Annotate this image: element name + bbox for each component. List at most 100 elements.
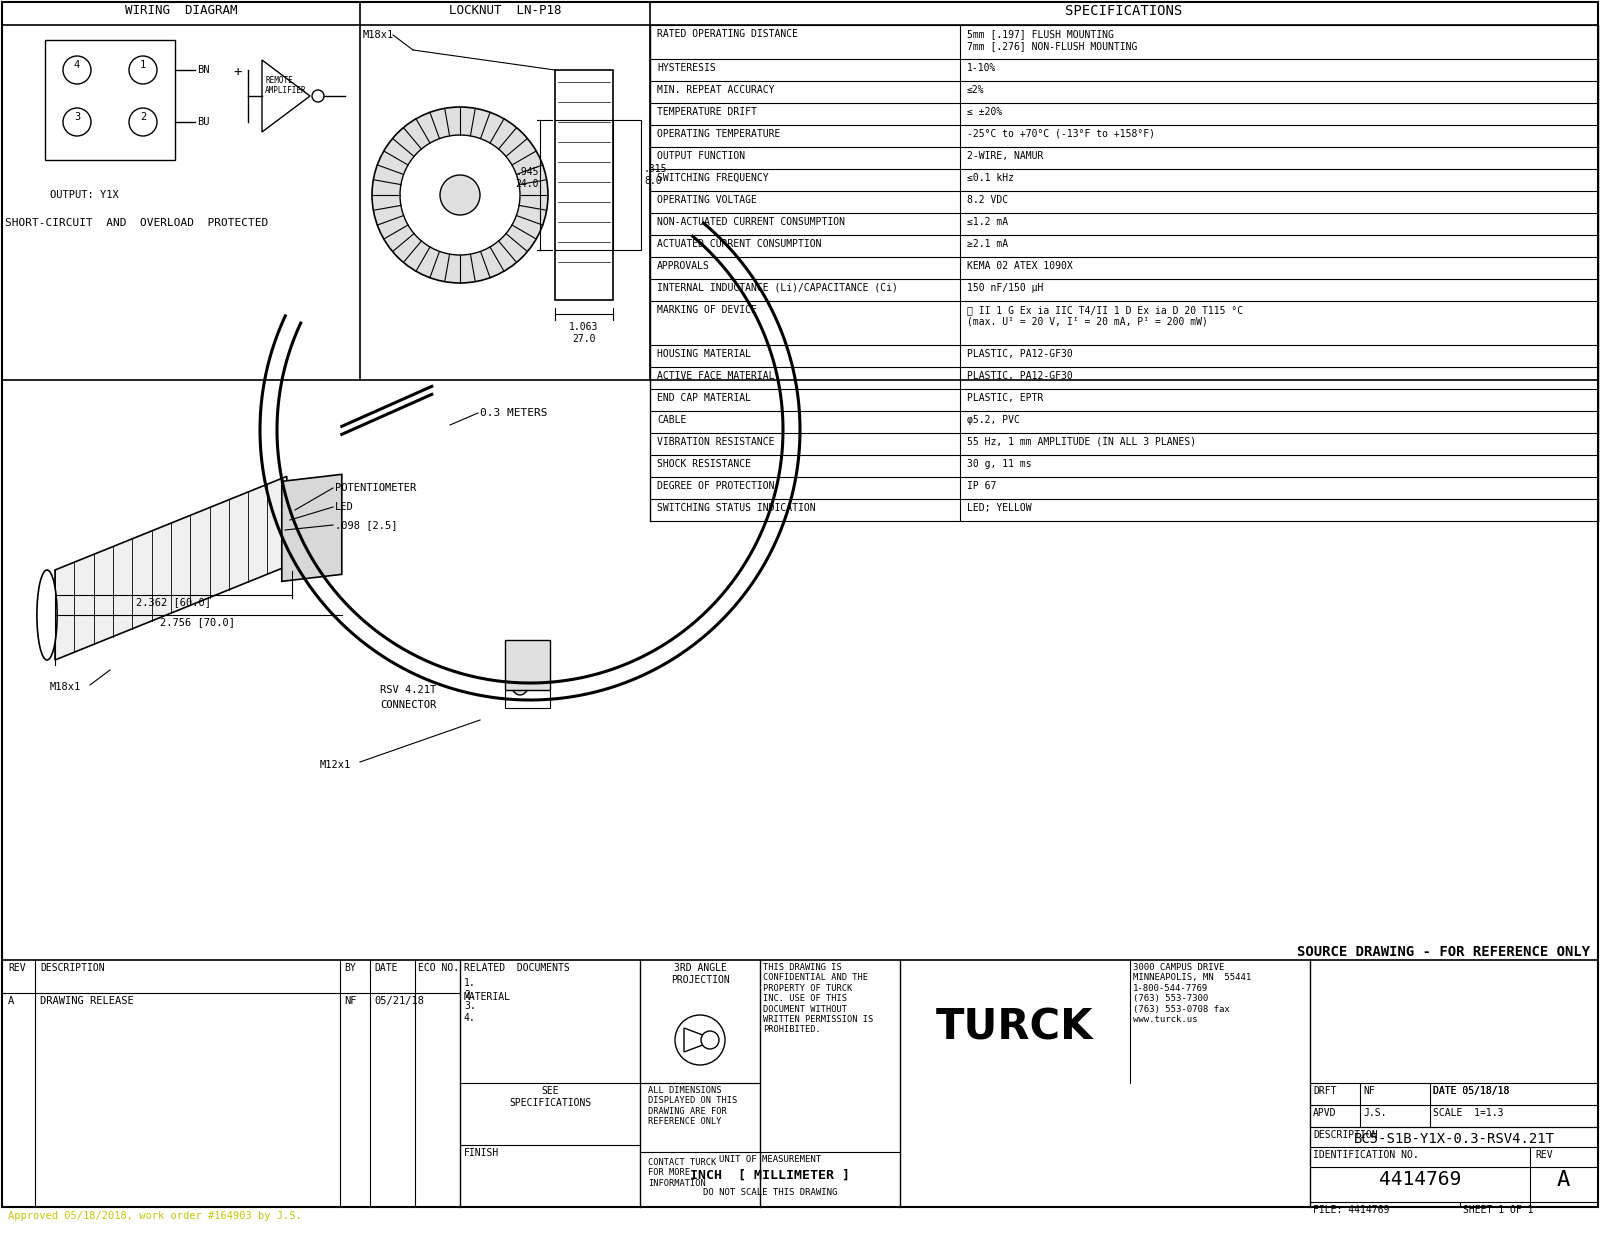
Text: DATE 05/18/18: DATE 05/18/18: [1434, 1086, 1509, 1096]
Text: SWITCHING STATUS INDICATION: SWITCHING STATUS INDICATION: [658, 503, 816, 513]
Text: POTENTIOMETER: POTENTIOMETER: [334, 482, 416, 494]
Text: OUTPUT FUNCTION: OUTPUT FUNCTION: [658, 151, 746, 161]
Text: 4414769: 4414769: [1379, 1170, 1461, 1189]
Text: ≤0.1 kHz: ≤0.1 kHz: [966, 173, 1014, 183]
Text: DESCRIPTION: DESCRIPTION: [40, 962, 104, 974]
Text: 1: 1: [139, 61, 146, 71]
Text: FILE: 4414769: FILE: 4414769: [1314, 1205, 1389, 1215]
Bar: [506, 640, 550, 690]
Text: DO NOT SCALE THIS DRAWING: DO NOT SCALE THIS DRAWING: [702, 1188, 837, 1197]
Text: 3: 3: [74, 113, 80, 122]
Text: RATED OPERATING DISTANCE: RATED OPERATING DISTANCE: [658, 28, 798, 40]
Text: CONNECTOR: CONNECTOR: [381, 700, 437, 710]
Text: VIBRATION RESISTANCE: VIBRATION RESISTANCE: [658, 437, 774, 447]
Text: A: A: [8, 996, 14, 1006]
Text: 1.063
27.0: 1.063 27.0: [570, 322, 598, 344]
Text: 55 Hz, 1 mm AMPLITUDE (IN ALL 3 PLANES): 55 Hz, 1 mm AMPLITUDE (IN ALL 3 PLANES): [966, 437, 1197, 447]
Text: .945
24.0: .945 24.0: [515, 167, 539, 189]
Text: 8.2 VDC: 8.2 VDC: [966, 195, 1008, 205]
Text: NF: NF: [1363, 1086, 1374, 1096]
Text: MIN. REPEAT ACCURACY: MIN. REPEAT ACCURACY: [658, 85, 774, 95]
Text: NF: NF: [344, 996, 357, 1006]
Text: DEGREE OF PROTECTION: DEGREE OF PROTECTION: [658, 481, 774, 491]
Text: DESCRIPTION: DESCRIPTION: [1314, 1131, 1378, 1141]
Text: SHOCK RESISTANCE: SHOCK RESISTANCE: [658, 459, 750, 469]
Ellipse shape: [507, 644, 533, 695]
Text: UNIT OF MEASUREMENT: UNIT OF MEASUREMENT: [718, 1155, 821, 1164]
Text: PLASTIC, PA12-GF30: PLASTIC, PA12-GF30: [966, 371, 1072, 381]
Text: Approved 05/18/2018, work order #164903 by J.S.: Approved 05/18/2018, work order #164903 …: [8, 1211, 302, 1221]
Text: SHORT-CIRCUIT  AND  OVERLOAD  PROTECTED: SHORT-CIRCUIT AND OVERLOAD PROTECTED: [5, 218, 269, 228]
Text: BU: BU: [197, 118, 210, 127]
Text: ALL DIMENSIONS
DISPLAYED ON THIS
DRAWING ARE FOR
REFERENCE ONLY: ALL DIMENSIONS DISPLAYED ON THIS DRAWING…: [648, 1086, 738, 1126]
Text: 2.756 [70.0]: 2.756 [70.0]: [160, 617, 235, 627]
Text: BY: BY: [344, 962, 355, 974]
Text: REV: REV: [1534, 1150, 1552, 1160]
Text: M18x1: M18x1: [363, 30, 394, 40]
Text: CONTACT TURCK
FOR MORE
INFORMATION: CONTACT TURCK FOR MORE INFORMATION: [648, 1158, 717, 1188]
Text: OPERATING TEMPERATURE: OPERATING TEMPERATURE: [658, 129, 781, 139]
Text: 1.
2.
3.
4.: 1. 2. 3. 4.: [464, 978, 475, 1023]
Text: REMOTE
AMPLIFIER: REMOTE AMPLIFIER: [266, 75, 307, 95]
Text: PLASTIC, EPTR: PLASTIC, EPTR: [966, 393, 1043, 403]
Text: 2: 2: [139, 113, 146, 122]
Circle shape: [312, 90, 323, 101]
Text: 0.3 METERS: 0.3 METERS: [480, 408, 547, 418]
Text: FINISH: FINISH: [464, 1148, 499, 1158]
Text: SHEET 1 OF 1: SHEET 1 OF 1: [1462, 1205, 1533, 1215]
Polygon shape: [685, 1028, 717, 1051]
Text: φ5.2, PVC: φ5.2, PVC: [966, 414, 1019, 426]
Text: THIS DRAWING IS
CONFIDENTIAL AND THE
PROPERTY OF TURCK
INC. USE OF THIS
DOCUMENT: THIS DRAWING IS CONFIDENTIAL AND THE PRO…: [763, 962, 874, 1034]
Text: HOUSING MATERIAL: HOUSING MATERIAL: [658, 349, 750, 359]
Text: RELATED  DOCUMENTS: RELATED DOCUMENTS: [464, 962, 570, 974]
Text: 30 g, 11 ms: 30 g, 11 ms: [966, 459, 1032, 469]
Text: ECO NO.: ECO NO.: [418, 962, 459, 974]
Text: CABLE: CABLE: [658, 414, 686, 426]
Text: APPROVALS: APPROVALS: [658, 261, 710, 271]
Text: LED; YELLOW: LED; YELLOW: [966, 503, 1032, 513]
Text: DRFT: DRFT: [1314, 1086, 1336, 1096]
Circle shape: [62, 56, 91, 84]
Circle shape: [371, 106, 547, 283]
Bar: [506, 690, 550, 708]
Circle shape: [440, 174, 480, 215]
Circle shape: [62, 108, 91, 136]
Text: IDENTIFICATION NO.: IDENTIFICATION NO.: [1314, 1150, 1419, 1160]
Text: PLASTIC, PA12-GF30: PLASTIC, PA12-GF30: [966, 349, 1072, 359]
Text: ⓔ II 1 G Ex ia IIC T4/II 1 D Ex ia D 20 T115 °C
(max. Uᴵ = 20 V, Iᴵ = 20 mA, Pᴵ : ⓔ II 1 G Ex ia IIC T4/II 1 D Ex ia D 20 …: [966, 306, 1243, 327]
Text: +: +: [234, 66, 242, 79]
Polygon shape: [54, 476, 286, 661]
Circle shape: [400, 135, 520, 255]
Text: TEMPERATURE DRIFT: TEMPERATURE DRIFT: [658, 106, 757, 118]
Text: MATERIAL: MATERIAL: [464, 992, 510, 1002]
Text: BN: BN: [197, 66, 210, 75]
Text: 05/21/18: 05/21/18: [374, 996, 424, 1006]
Text: KEMA 02 ATEX 1090X: KEMA 02 ATEX 1090X: [966, 261, 1072, 271]
Bar: [45, 40, 174, 160]
Text: DATE 05/18/18: DATE 05/18/18: [1434, 1086, 1509, 1096]
Text: RSV 4.21T: RSV 4.21T: [381, 685, 437, 695]
Text: APVD: APVD: [1314, 1108, 1336, 1118]
Circle shape: [130, 56, 157, 84]
Circle shape: [701, 1030, 718, 1049]
Bar: [555, 71, 613, 301]
Text: SOURCE DRAWING - FOR REFERENCE ONLY: SOURCE DRAWING - FOR REFERENCE ONLY: [1298, 945, 1590, 959]
Text: ACTUATED CURRENT CONSUMPTION: ACTUATED CURRENT CONSUMPTION: [658, 239, 821, 249]
Text: J.S.: J.S.: [1363, 1108, 1387, 1118]
Text: 3000 CAMPUS DRIVE
MINNEAPOLIS, MN  55441
1-800-544-7769
(763) 553-7300
(763) 553: 3000 CAMPUS DRIVE MINNEAPOLIS, MN 55441 …: [1133, 962, 1251, 1024]
Text: 4: 4: [74, 61, 80, 71]
Text: M12x1: M12x1: [320, 760, 352, 769]
Text: HYSTERESIS: HYSTERESIS: [658, 63, 715, 73]
Text: IP 67: IP 67: [966, 481, 997, 491]
Text: NON-ACTUATED CURRENT CONSUMPTION: NON-ACTUATED CURRENT CONSUMPTION: [658, 216, 845, 228]
Text: END CAP MATERIAL: END CAP MATERIAL: [658, 393, 750, 403]
Text: SEE
SPECIFICATIONS: SEE SPECIFICATIONS: [509, 1086, 590, 1107]
Text: 1-10%: 1-10%: [966, 63, 997, 73]
Bar: [613, 120, 642, 250]
Text: INTERNAL INDUCTANCE (Li)/CAPACITANCE (Ci): INTERNAL INDUCTANCE (Li)/CAPACITANCE (Ci…: [658, 283, 898, 293]
Text: TURCK: TURCK: [936, 1007, 1094, 1049]
Text: SPECIFICATIONS: SPECIFICATIONS: [1066, 4, 1182, 19]
Text: .098 [2.5]: .098 [2.5]: [334, 520, 397, 529]
Text: INCH  [ MILLIMETER ]: INCH [ MILLIMETER ]: [690, 1169, 850, 1183]
Text: 5mm [.197] FLUSH MOUNTING
7mm [.276] NON-FLUSH MOUNTING: 5mm [.197] FLUSH MOUNTING 7mm [.276] NON…: [966, 28, 1138, 51]
